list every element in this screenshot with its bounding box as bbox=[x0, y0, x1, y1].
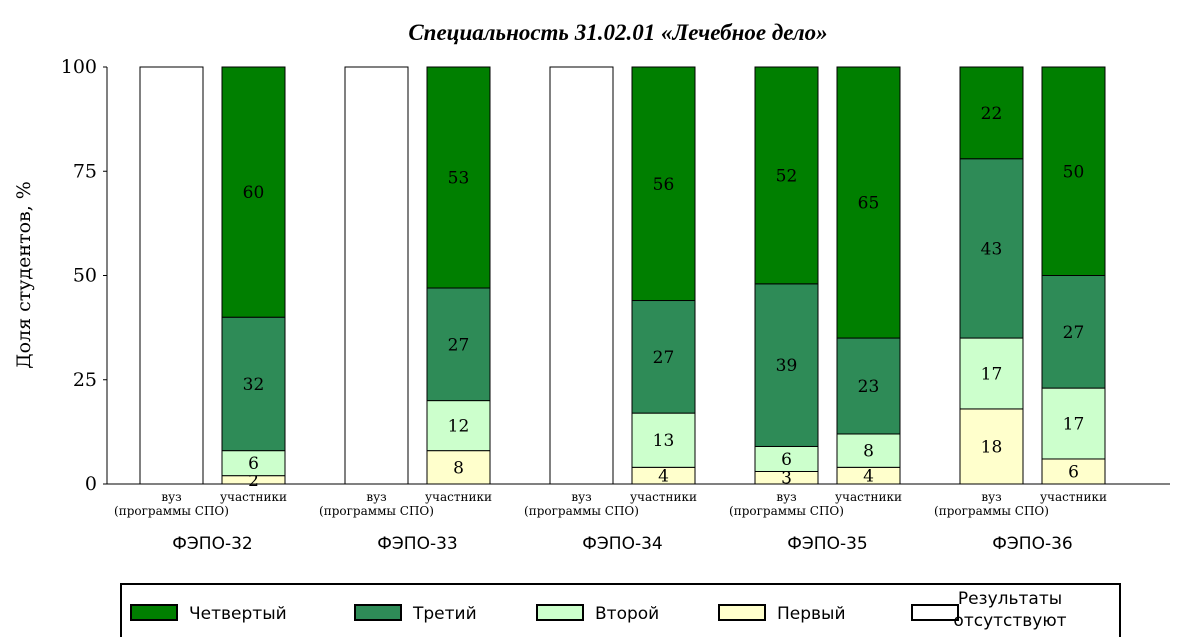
bar-segment bbox=[221, 66, 286, 318]
bar-segment bbox=[1041, 458, 1106, 485]
data-label: 32 bbox=[243, 375, 265, 395]
data-label: 27 bbox=[653, 348, 675, 368]
bar-segment bbox=[836, 337, 901, 435]
data-label: 52 bbox=[776, 166, 798, 186]
y-tick-label: 25 bbox=[73, 369, 97, 391]
data-label: 50 bbox=[1063, 162, 1085, 182]
bar-segment bbox=[221, 450, 286, 477]
group-label: ФЭПО-36 bbox=[992, 534, 1072, 554]
data-label: 12 bbox=[448, 417, 470, 437]
bar-category-label: участники bbox=[1040, 490, 1107, 504]
bar-category-label: участники bbox=[835, 490, 902, 504]
bar-segment bbox=[754, 66, 819, 285]
data-label: 56 bbox=[653, 175, 675, 195]
data-label: 6 bbox=[781, 450, 792, 470]
bar-missing-results bbox=[549, 66, 614, 485]
data-label: 6 bbox=[1068, 462, 1079, 482]
bar-category-label: участники bbox=[220, 490, 287, 504]
bar-segment bbox=[754, 445, 819, 472]
data-label: 39 bbox=[776, 356, 798, 376]
bar-category-label: вуз (программы СПО) bbox=[319, 490, 434, 518]
y-tick-label: 50 bbox=[73, 265, 97, 287]
bar-category-label: участники bbox=[630, 490, 697, 504]
data-label: 27 bbox=[1063, 323, 1085, 343]
data-label: 23 bbox=[858, 377, 880, 397]
bar-segment bbox=[959, 408, 1024, 485]
data-label: 2 bbox=[248, 471, 259, 491]
data-label: 53 bbox=[448, 169, 470, 189]
y-tick-label: 100 bbox=[61, 56, 97, 78]
bar-segment bbox=[1041, 66, 1106, 276]
data-label: 65 bbox=[858, 194, 880, 214]
bar-segment bbox=[426, 450, 491, 485]
bars: 2632608122753413275636395248236518174322… bbox=[139, 66, 1106, 491]
data-label: 4 bbox=[658, 467, 669, 487]
bar-segment bbox=[836, 433, 901, 468]
bar-category-label: участники bbox=[425, 490, 492, 504]
legend-swatch bbox=[911, 604, 959, 621]
bar-segment bbox=[1041, 387, 1106, 460]
bar-category-label: вуз (программы СПО) bbox=[729, 490, 844, 518]
legend-label: Первый bbox=[777, 604, 846, 624]
bar-segment bbox=[221, 316, 286, 452]
legend-swatch bbox=[718, 604, 766, 621]
data-label: 18 bbox=[981, 437, 1003, 457]
bar-segment bbox=[631, 66, 696, 302]
data-label: 6 bbox=[248, 454, 259, 474]
bar-segment bbox=[836, 66, 901, 339]
bar-segment bbox=[959, 158, 1024, 339]
legend-label: Третий bbox=[412, 604, 477, 624]
legend-swatch bbox=[130, 604, 178, 621]
bar-category-label: вуз (программы СПО) bbox=[524, 490, 639, 518]
bar-category-label: вуз (программы СПО) bbox=[114, 490, 229, 518]
bar-missing-results bbox=[139, 66, 204, 485]
legend: Четвертый Третий Второй Первый Результаты отс… bbox=[120, 583, 1121, 637]
y-tick-label: 0 bbox=[85, 473, 97, 495]
bar-segment bbox=[959, 66, 1024, 160]
bar-segment bbox=[959, 337, 1024, 410]
bar-segment bbox=[631, 300, 696, 414]
legend-swatch bbox=[354, 604, 402, 621]
data-label: 13 bbox=[653, 431, 675, 451]
group-label: ФЭПО-34 bbox=[582, 534, 662, 554]
chart-title: Специальность 31.02.01 «Лечебное дело» bbox=[408, 20, 827, 45]
bar-segment bbox=[426, 400, 491, 452]
bar-segment bbox=[426, 287, 491, 402]
legend-label: Второй bbox=[595, 604, 659, 624]
bar-missing-results bbox=[344, 66, 409, 485]
legend-swatch bbox=[536, 604, 584, 621]
bar-segment bbox=[631, 412, 696, 468]
data-label: 22 bbox=[981, 104, 1003, 124]
data-label: 4 bbox=[863, 467, 874, 487]
bar-segment bbox=[754, 283, 819, 447]
y-axis-label: Доля студентов, % bbox=[13, 181, 35, 369]
data-label: 27 bbox=[448, 335, 470, 355]
data-label: 43 bbox=[981, 239, 1003, 259]
group-label: ФЭПО-35 bbox=[787, 534, 867, 554]
group-label: ФЭПО-33 bbox=[377, 534, 457, 554]
data-label: 3 bbox=[781, 469, 792, 489]
data-label: 8 bbox=[453, 458, 464, 478]
bar-segment bbox=[1041, 275, 1106, 389]
bar-category-label: вуз (программы СПО) bbox=[934, 490, 1049, 518]
bar-segment bbox=[426, 66, 491, 289]
y-tick-label: 75 bbox=[73, 160, 97, 182]
data-label: 60 bbox=[243, 183, 265, 203]
group-label: ФЭПО-32 bbox=[172, 534, 252, 554]
legend-label: Четвертый bbox=[189, 604, 287, 624]
data-label: 8 bbox=[863, 442, 874, 462]
data-label: 17 bbox=[1063, 415, 1085, 435]
legend-label: Результаты отсутствуют bbox=[953, 589, 1066, 631]
data-label: 17 bbox=[981, 364, 1003, 384]
